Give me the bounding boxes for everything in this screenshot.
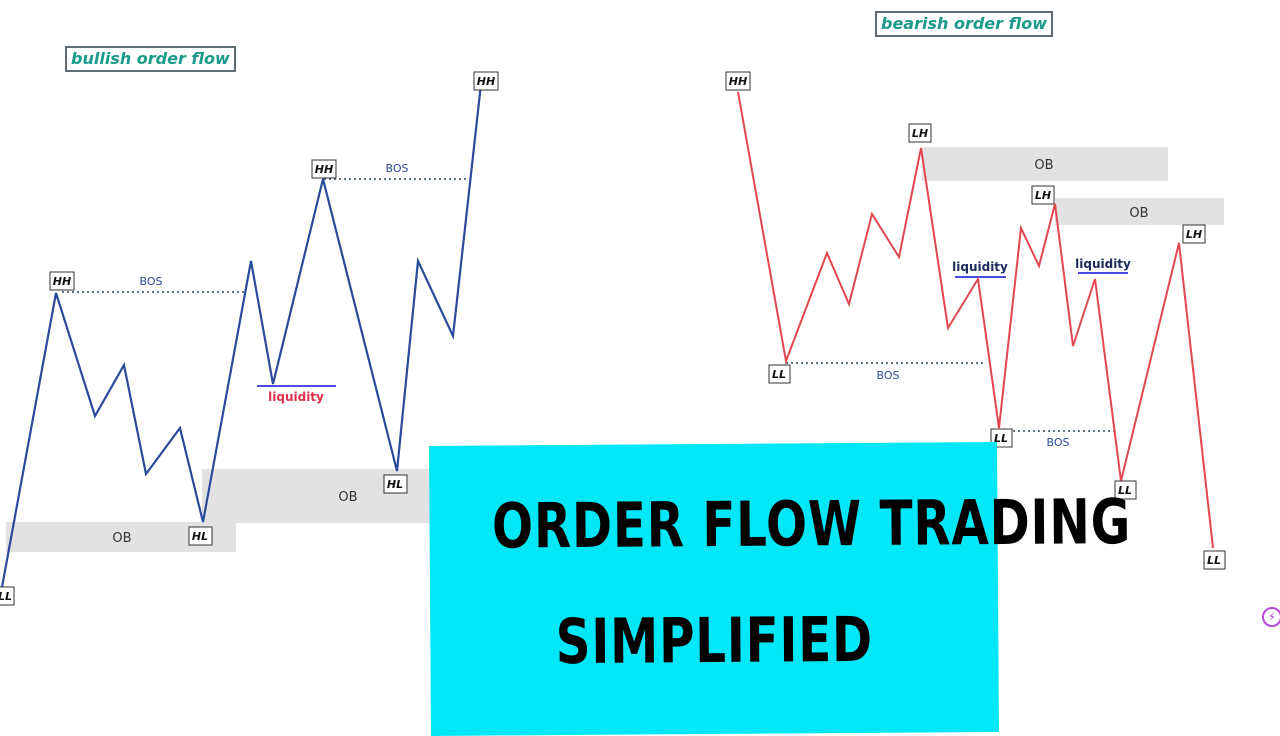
bearish-label-lh-2: LH	[1031, 185, 1055, 205]
bearish-liquidity-label-2: liquidity	[1075, 257, 1131, 271]
title-banner: ORDER FLOW TRADING SIMPLIFIED	[428, 442, 1132, 736]
svg-text:LH: LH	[1186, 228, 1202, 241]
svg-text:HH: HH	[315, 163, 333, 176]
bearish-label-hh: HH	[725, 71, 751, 91]
bullish-label-hh-1: HH	[49, 271, 75, 291]
svg-text:HL: HL	[387, 478, 403, 491]
svg-text:HL: HL	[192, 530, 208, 543]
svg-text:LL: LL	[772, 368, 786, 381]
bullish-ob-label-1: OB	[112, 531, 131, 546]
bearish-bos-label-2: BOS	[1047, 436, 1070, 449]
bearish-label-ll-1: LL	[768, 364, 791, 384]
banner-line-1: ORDER FLOW TRADING	[491, 485, 1132, 563]
bearish-label-ll-3: LL	[1114, 480, 1137, 500]
bearish-bos-label-1: BOS	[877, 369, 900, 382]
bullish-bos-label-1: BOS	[140, 275, 163, 288]
bearish-label-lh-3: LH	[1182, 224, 1206, 244]
bearish-label-ll-4: LL	[1203, 550, 1226, 570]
bearish-ob-label-2: OB	[1129, 206, 1148, 221]
bullish-label-hl-1: HL	[188, 526, 213, 546]
bearish-ob-label-1: OB	[1034, 158, 1053, 173]
bullish-label-hh-3: HH	[473, 71, 499, 91]
svg-text:LH: LH	[912, 127, 928, 140]
bearish-price-line	[737, 91, 1214, 549]
bullish-bos-label-2: BOS	[386, 162, 409, 175]
bullish-liquidity-label: liquidity	[268, 390, 324, 404]
lightning-circle-icon: ⚡	[1262, 607, 1280, 627]
svg-text:HH: HH	[729, 75, 747, 88]
banner-line-2: SIMPLIFIED	[555, 602, 874, 679]
svg-text:LL: LL	[0, 590, 12, 603]
bullish-label-hh-2: HH	[311, 159, 337, 179]
bullish-title: bullish order flow	[65, 46, 236, 72]
bullish-price-line	[0, 83, 483, 599]
bearish-label-lh-1: LH	[908, 123, 932, 143]
svg-text:LL: LL	[1207, 554, 1221, 567]
svg-text:LH: LH	[1035, 189, 1051, 202]
bullish-label-ll: LL	[0, 586, 15, 606]
bearish-ob-zone-2	[1055, 198, 1224, 225]
svg-text:HH: HH	[53, 275, 71, 288]
svg-text:LL: LL	[1118, 484, 1132, 497]
bearish-title: bearish order flow	[875, 11, 1053, 37]
bearish-liquidity-label-1: liquidity	[952, 260, 1008, 274]
svg-text:LL: LL	[994, 432, 1008, 445]
svg-text:HH: HH	[477, 75, 495, 88]
bullish-label-hl-2: HL	[383, 474, 408, 494]
bullish-ob-label-2: OB	[338, 490, 357, 505]
bearish-ob-zone-1	[922, 147, 1168, 181]
